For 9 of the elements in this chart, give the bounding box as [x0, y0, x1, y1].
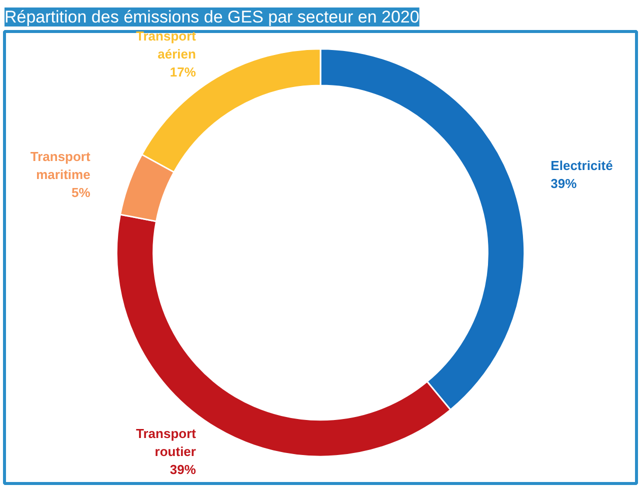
slice-label: Transport aérien: [136, 28, 197, 62]
data-label: 39%: [550, 176, 578, 192]
slice-label: Transport routier: [136, 426, 197, 459]
data-label: 39%: [170, 462, 196, 477]
slice-label: Electricité: [550, 158, 613, 174]
data-label: 5%: [72, 185, 91, 200]
data-label: 17%: [170, 64, 196, 80]
slice-label: Transport maritime: [30, 149, 91, 182]
chart-title: Répartition des émissions de GES par secteur en 2020: [4, 8, 420, 26]
